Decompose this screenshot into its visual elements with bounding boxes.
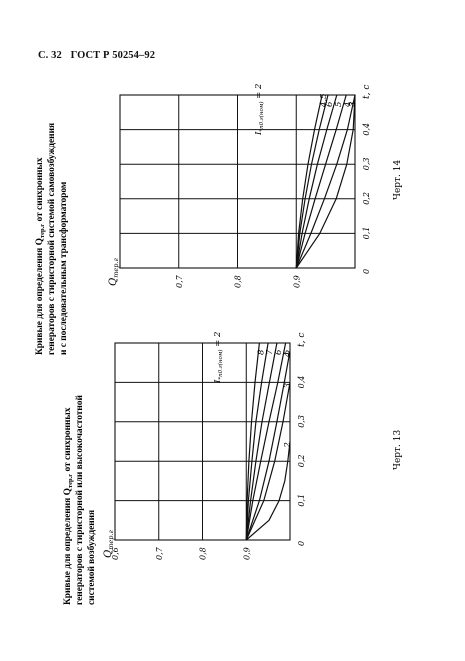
- curve-label: 2: [283, 442, 293, 448]
- curve-5: [295, 94, 338, 269]
- q-tick-label: 0,8: [199, 547, 208, 560]
- caption-line: и с последовательным трансформатором: [58, 181, 69, 355]
- curve-6: [295, 94, 329, 269]
- param-eq: = 2: [254, 84, 264, 102]
- curve-label: 5: [334, 102, 344, 107]
- standard-code: ГОСТ Р 50254–92: [70, 50, 156, 61]
- curve-6: [245, 342, 278, 541]
- curve-label: 4: [283, 351, 293, 357]
- curve-8: [245, 342, 260, 541]
- param-eq: = 2: [213, 332, 223, 350]
- t-tick-label: 0,3: [362, 157, 371, 170]
- t-tick-label: 0,2: [297, 454, 306, 467]
- curve-4-5: [295, 94, 323, 269]
- curve-label: 4,5: [319, 93, 329, 108]
- q-axis-label: Qтер.г: [108, 258, 120, 286]
- t-tick-label: 0,2: [362, 192, 371, 205]
- figure-label: Черт. 14: [393, 160, 403, 200]
- caption-line: генераторов с тиристорной или высокочаст…: [74, 395, 85, 605]
- curve-2: [245, 441, 291, 541]
- q-tick-label: 0,8: [234, 275, 243, 288]
- q-tick-label: 0,9: [242, 547, 251, 560]
- caption-line: Кривые для определения Qтер.г от синхрон…: [63, 407, 74, 605]
- curve-label: 4: [343, 102, 353, 108]
- caption-line: системой возбуждения: [86, 510, 97, 605]
- t-tick-label: 0,3: [297, 415, 306, 428]
- curve-label: 5: [283, 350, 293, 355]
- caption-line: генераторов с тиристорной системой самов…: [46, 123, 57, 355]
- caption-rest: от синхронных: [35, 157, 45, 224]
- curve-3: [295, 94, 356, 269]
- curve-label: 7: [265, 349, 275, 355]
- caption-sub: тер.г: [39, 224, 46, 238]
- caption-line: Кривые для определения Qтер.г от синхрон…: [35, 157, 46, 355]
- t-tick-label: 0,1: [362, 227, 371, 240]
- param-sub: *п0.г(ном): [258, 102, 265, 132]
- t-tick-label: 0,1: [297, 494, 306, 507]
- q-axis-sub: тер.г: [112, 258, 120, 278]
- curve-label: 3: [283, 383, 293, 388]
- q-tick-label: 0,7: [155, 546, 164, 560]
- t-tick-label: 0,4: [362, 123, 371, 136]
- q-axis-label: Qтер.г: [103, 530, 115, 558]
- q-tick-label: 0,6: [111, 547, 120, 560]
- t-tick-label: 0,4: [297, 376, 306, 389]
- figure-label: Черт. 13: [393, 430, 403, 470]
- page-number: С. 32: [38, 50, 62, 61]
- q-tick-label: 0,9: [292, 275, 301, 288]
- curve-label: 8: [256, 349, 266, 355]
- param-sub: *п0.г(ном): [217, 350, 224, 380]
- curve-4: [295, 94, 347, 269]
- curve-label: 3: [348, 102, 358, 107]
- caption-sub: тер.г: [67, 474, 74, 488]
- curve-label: 6: [274, 349, 284, 355]
- param-label: I*п0.г(ном) = 2: [213, 332, 224, 384]
- caption-rest: от синхронных: [63, 407, 73, 474]
- q-tick-label: 0,7: [175, 274, 184, 288]
- curve-4: [245, 350, 291, 541]
- param-label: I*п0.г(ном) = 2: [254, 84, 265, 136]
- curve-3: [245, 382, 291, 541]
- t-axis-label: t, с: [297, 333, 307, 347]
- t-tick-label: 0: [297, 541, 306, 546]
- q-axis-sub: тер.г: [107, 530, 115, 550]
- t-axis-label: t, с: [362, 85, 372, 99]
- t-tick-label: 0: [362, 269, 371, 274]
- curve-7: [245, 342, 269, 541]
- curve-label: 6: [325, 101, 335, 107]
- page-header: С. 32 ГОСТ Р 50254–92: [38, 50, 155, 61]
- curve-5: [245, 342, 287, 541]
- curve-2: [295, 94, 356, 269]
